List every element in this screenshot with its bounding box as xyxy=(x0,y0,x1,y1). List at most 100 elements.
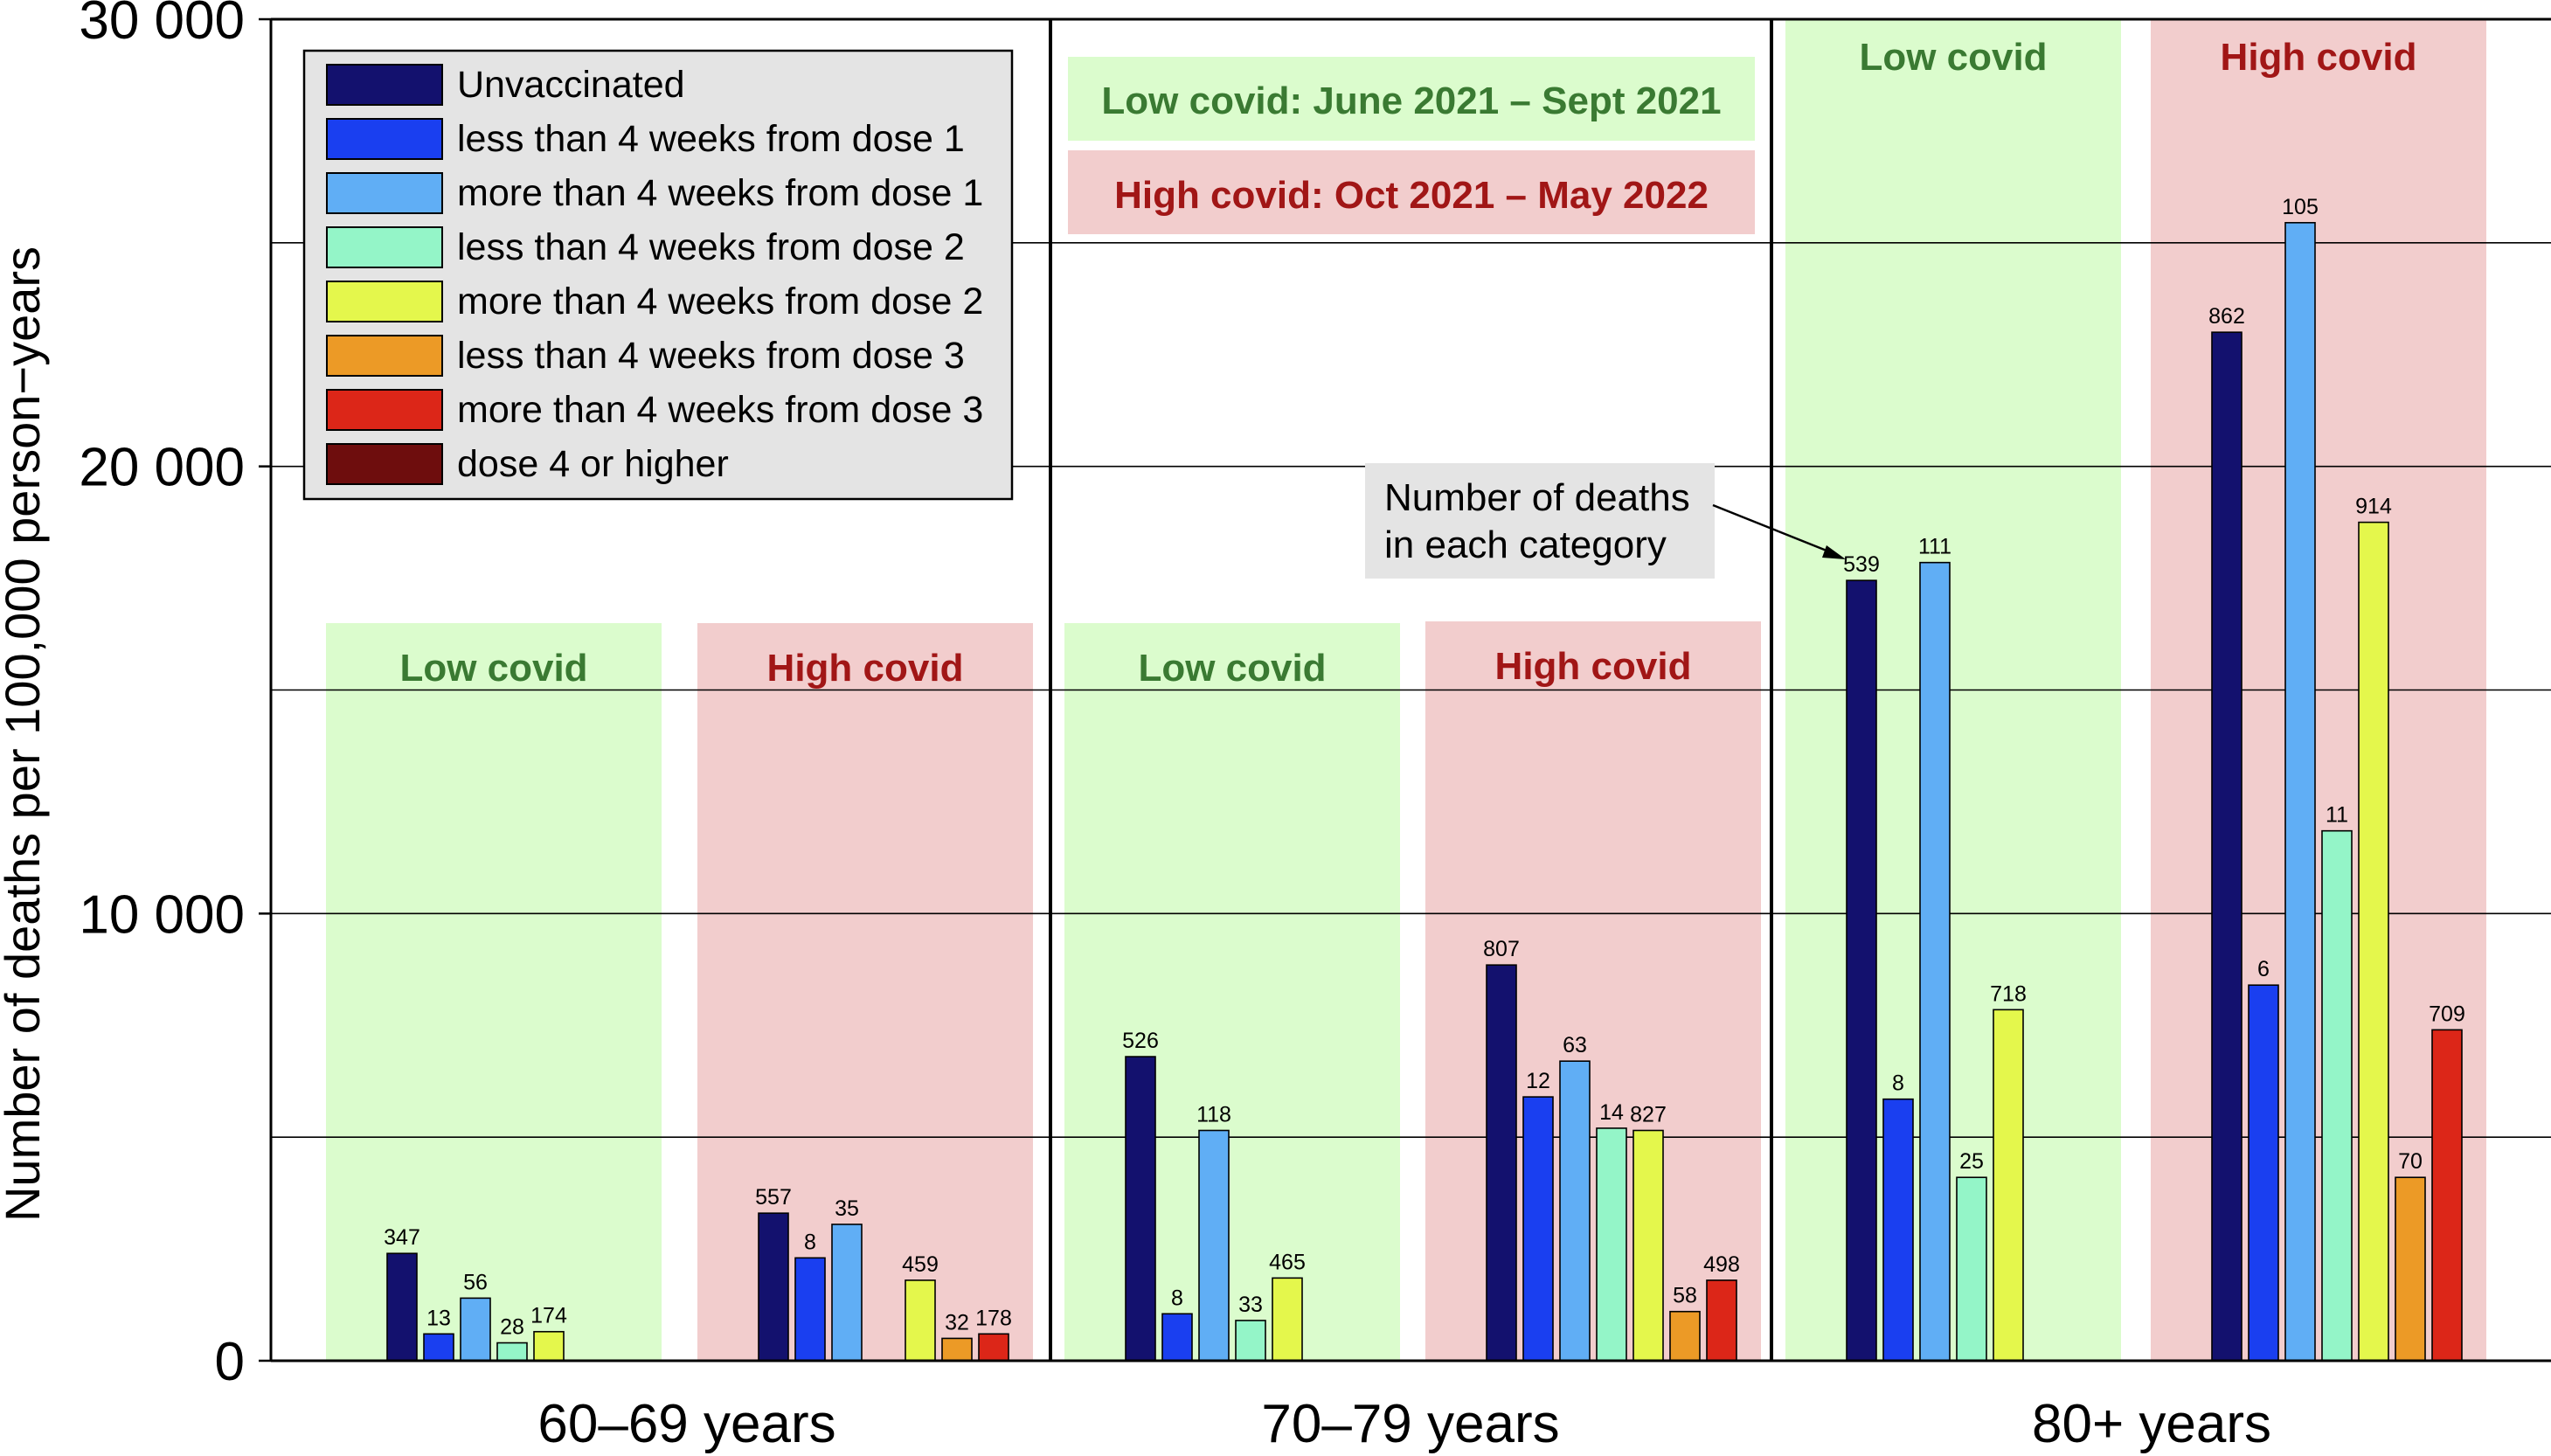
data-labels-layer: Low covid 347 13 56 28 174 High covid 557 8 35 459… xyxy=(384,36,2465,1340)
bar-g2-high-cat4 xyxy=(1633,1129,1664,1362)
bar-g3-low-cat3 xyxy=(1956,1176,1987,1362)
deaths-label-g1-high-cat2: 35 xyxy=(835,1196,859,1221)
deaths-label-g3-high-cat2: 105 xyxy=(2282,195,2319,219)
deaths-label-g3-low-cat1: 8 xyxy=(1892,1071,1904,1096)
bar-g3-high-cat2 xyxy=(2284,222,2316,1362)
bar-g2-low-cat2 xyxy=(1198,1129,1230,1362)
bar-g3-low-cat0 xyxy=(1846,579,1877,1362)
annotation-line-2: in each category xyxy=(1384,523,1667,566)
note-high-covid: High covid: Oct 2021 – May 2022 xyxy=(1068,150,1755,234)
bar-g3-low-cat2 xyxy=(1919,561,1951,1362)
bar-g2-high-cat0 xyxy=(1486,964,1517,1362)
group-label-3: 80+ years xyxy=(2032,1394,2271,1454)
legend-swatch-6 xyxy=(326,389,443,431)
bar-g2-low-cat0 xyxy=(1125,1056,1156,1362)
bar-g3-low-cat4 xyxy=(1993,1009,2024,1362)
bar-g1-low-cat2 xyxy=(460,1297,491,1362)
deaths-label-g1-high-cat1: 8 xyxy=(804,1230,816,1254)
deaths-annotation: Number of deaths in each category xyxy=(1365,463,1846,579)
period-label-high-group-2: High covid xyxy=(1495,645,1692,688)
bar-g3-high-cat6 xyxy=(2431,1029,2463,1362)
legend-swatch-7 xyxy=(326,443,443,485)
plot-frame-layer xyxy=(269,17,2551,1362)
deaths-label-g1-high-cat4: 459 xyxy=(902,1252,939,1277)
y-tick-label-0: 0 xyxy=(215,1332,245,1392)
deaths-label-g2-low-cat4: 465 xyxy=(1269,1250,1306,1274)
bar-g3-low-cat1 xyxy=(1882,1098,1914,1362)
legend-swatch-2 xyxy=(326,172,443,214)
bar-g1-low-cat0 xyxy=(386,1252,418,1362)
note-low-covid: Low covid: June 2021 – Sept 2021 xyxy=(1068,57,1755,141)
bar-g3-high-cat4 xyxy=(2358,521,2389,1362)
deaths-label-g2-high-cat5: 58 xyxy=(1673,1284,1697,1308)
bar-g2-high-cat3 xyxy=(1596,1127,1627,1362)
period-label-high-group-1: High covid xyxy=(767,647,964,690)
deaths-label-g1-low-cat2: 56 xyxy=(463,1270,488,1294)
axis-layer: 60–69 years 70–79 years 80+ years 0 10 000 20… xyxy=(79,0,2271,1454)
deaths-label-g3-high-cat1: 6 xyxy=(2257,957,2270,981)
period-label-low-group-1: Low covid xyxy=(399,647,587,690)
bar-g3-high-cat5 xyxy=(2395,1176,2426,1362)
deaths-label-g1-low-cat3: 28 xyxy=(500,1315,524,1340)
deaths-label-g3-high-cat0: 862 xyxy=(2208,304,2245,329)
annotation-arrow-line xyxy=(1712,503,1836,556)
shade-low-group-1 xyxy=(326,623,662,1361)
legend-swatch-5 xyxy=(326,335,443,377)
legend-label-0: Unvaccinated xyxy=(457,64,685,106)
deaths-label-g2-low-cat3: 33 xyxy=(1238,1293,1263,1317)
period-label-low-group-2: Low covid xyxy=(1138,647,1326,690)
y-axis-label: Number of deaths per 100,000 person−year… xyxy=(0,246,50,1222)
annotation-line-1: Number of deaths xyxy=(1384,476,1690,519)
bar-g2-high-cat6 xyxy=(1706,1279,1737,1362)
bar-g2-low-cat1 xyxy=(1161,1313,1193,1362)
deaths-label-g3-high-cat6: 709 xyxy=(2429,1002,2465,1026)
legend-swatch-3 xyxy=(326,226,443,268)
note-high-covid-text: High covid: Oct 2021 – May 2022 xyxy=(1114,174,1709,217)
deaths-label-g2-high-cat0: 807 xyxy=(1483,937,1520,961)
bar-g1-high-cat0 xyxy=(758,1212,789,1362)
period-label-high-group-3: High covid xyxy=(2221,36,2417,79)
shade-high-group-1 xyxy=(697,623,1033,1361)
legend-label-1: less than 4 weeks from dose 1 xyxy=(457,118,965,160)
deaths-label-g1-high-cat0: 557 xyxy=(755,1185,792,1210)
deaths-label-g2-high-cat6: 498 xyxy=(1703,1252,1740,1277)
deaths-label-g2-low-cat0: 526 xyxy=(1122,1029,1159,1053)
period-label-low-group-3: Low covid xyxy=(1859,36,2047,79)
deaths-label-g3-low-cat2: 111 xyxy=(1918,535,1951,559)
deaths-label-g2-high-cat1: 12 xyxy=(1526,1069,1550,1093)
deaths-label-g1-high-cat6: 178 xyxy=(975,1306,1012,1330)
group-label-1: 60–69 years xyxy=(537,1394,835,1454)
bar-g2-high-cat1 xyxy=(1522,1096,1554,1362)
deaths-label-g2-high-cat2: 63 xyxy=(1563,1033,1587,1057)
y-tick-label-10000: 10 000 xyxy=(79,884,245,945)
bar-g1-high-cat6 xyxy=(978,1333,1009,1362)
legend-swatch-4 xyxy=(326,281,443,322)
bar-g1-low-cat3 xyxy=(496,1342,528,1362)
legend-swatch-0 xyxy=(326,64,443,106)
bar-g2-high-cat2 xyxy=(1559,1060,1591,1362)
group-label-2: 70–79 years xyxy=(1261,1394,1559,1454)
legend-swatch-1 xyxy=(326,118,443,160)
bar-g1-high-cat5 xyxy=(941,1337,973,1362)
bar-g1-low-cat1 xyxy=(423,1333,454,1362)
bar-g3-high-cat1 xyxy=(2248,984,2279,1362)
shade-high-group-2 xyxy=(1425,621,1761,1361)
deaths-label-g2-high-cat3: 14 xyxy=(1599,1100,1624,1125)
bar-g1-high-cat4 xyxy=(905,1279,936,1362)
bar-g2-low-cat4 xyxy=(1272,1277,1303,1362)
bar-g1-high-cat1 xyxy=(794,1257,826,1362)
legend-label-3: less than 4 weeks from dose 2 xyxy=(457,226,965,268)
bar-g2-low-cat3 xyxy=(1235,1320,1266,1362)
legend: Unvaccinated less than 4 weeks from dose … xyxy=(302,49,1014,501)
legend-label-2: more than 4 weeks from dose 1 xyxy=(457,172,983,214)
annotation-arrow-head xyxy=(1822,545,1846,559)
deaths-label-g2-high-cat4: 827 xyxy=(1630,1102,1667,1127)
deaths-label-g3-high-cat5: 70 xyxy=(2398,1149,2423,1174)
deaths-label-g1-low-cat1: 13 xyxy=(426,1306,451,1330)
legend-label-5: less than 4 weeks from dose 3 xyxy=(457,335,965,377)
deaths-label-g3-high-cat3: 11 xyxy=(2326,803,2348,828)
deaths-label-g3-low-cat3: 25 xyxy=(1959,1149,1984,1174)
deaths-label-g1-high-cat5: 32 xyxy=(945,1310,969,1335)
bar-g1-high-cat2 xyxy=(831,1224,863,1362)
